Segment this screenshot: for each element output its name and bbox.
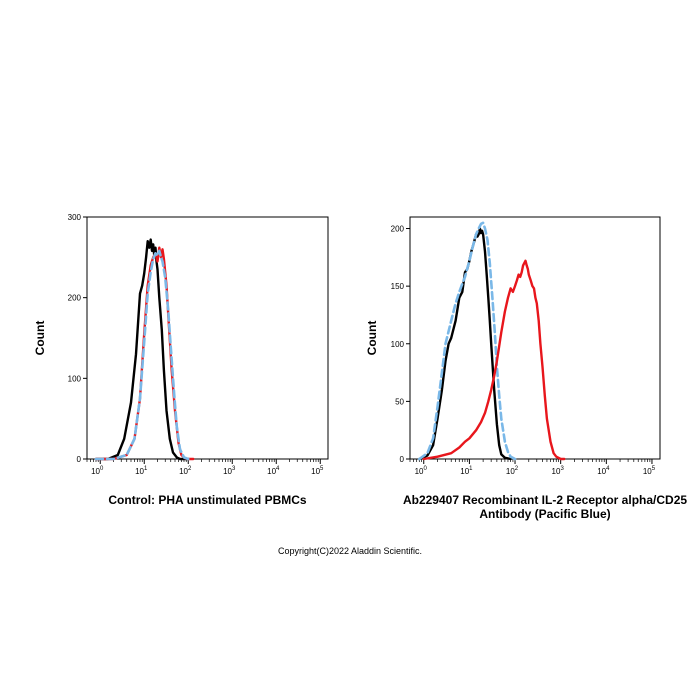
y-tick-label: 150 [391,282,405,291]
x-tick-label: 100 [91,466,104,476]
panel-caption: Control: PHA unstimulated PBMCs [108,493,307,507]
x-tick-label: 101 [135,466,148,476]
y-tick-label: 0 [400,455,405,464]
y-tick-label: 100 [391,340,405,349]
y-axis-label: Count [33,321,47,356]
x-tick-label: 103 [552,466,565,476]
x-tick-label: 105 [311,466,324,476]
plot-frame [409,216,661,460]
histogram-series-0 [94,238,190,461]
x-tick-label: 103 [223,466,236,476]
y-axis-label: Count [365,321,379,356]
x-tick-label: 105 [643,466,656,476]
histogram-series-2 [422,259,566,461]
x-tick-label: 101 [460,466,473,476]
copyright-text: Copyright(C)2022 Aladdin Scientific. [277,546,423,556]
y-tick-label: 0 [77,455,82,464]
x-tick-label: 104 [267,466,280,476]
histogram-series-1 [417,221,517,461]
x-tick-label: 100 [415,466,428,476]
y-tick-label: 50 [395,397,404,406]
y-tick-label: 100 [68,374,82,383]
y-tick-label: 300 [68,213,82,222]
histogram-panel-cd25: 0 50 100 150 200 100 101 102 103 104 105 Count Ab229… [365,216,687,521]
y-tick-label: 200 [391,225,405,234]
histogram-panel-control: 0 100 200 300 100 101 102 103 104 105 Count Control… [33,213,329,507]
x-tick-label: 102 [179,466,192,476]
y-tick-label: 200 [68,294,82,303]
panel-caption: Antibody (Pacific Blue) [479,507,610,521]
histogram-series-0 [418,227,512,461]
x-tick-label: 102 [506,466,519,476]
plot-frame [86,216,329,460]
panel-caption: Ab229407 Recombinant IL-2 Receptor alpha… [403,493,687,507]
histogram-series-2 [94,249,190,461]
x-tick-label: 104 [597,466,610,476]
